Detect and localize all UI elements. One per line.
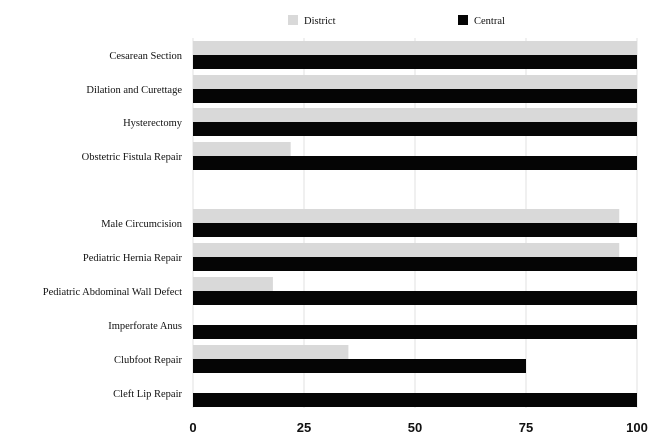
- x-tick-labels: 0 25 50 75 100: [189, 420, 647, 435]
- category-label: Obstetric Fistula Repair: [82, 152, 183, 163]
- x-tick-label: 0: [189, 420, 196, 435]
- bar-central: [193, 393, 637, 407]
- bar-central: [193, 89, 637, 103]
- x-tick-label: 75: [519, 420, 533, 435]
- category-label: Hysterectomy: [123, 118, 183, 129]
- category-label: Pediatric Abdominal Wall Defect: [43, 287, 182, 298]
- legend: District Central: [288, 15, 505, 27]
- category-label: Pediatric Hernia Repair: [83, 253, 183, 264]
- bar-district: [193, 345, 349, 359]
- category-label: Male Circumcision: [101, 219, 183, 230]
- bar-central: [193, 55, 637, 69]
- bar-central: [193, 257, 637, 271]
- bar-district: [193, 243, 620, 257]
- bar-district: [193, 209, 620, 223]
- x-tick-label: 25: [297, 420, 311, 435]
- legend-swatch: [288, 15, 298, 25]
- category-label: Cesarean Section: [109, 51, 182, 62]
- bar-central: [193, 325, 637, 339]
- category-labels: Cesarean Section Dilation and Curettage Hy…: [43, 51, 183, 400]
- bar-central: [193, 223, 637, 237]
- category-label: Imperforate Anus: [108, 321, 182, 332]
- category-label: Dilation and Curettage: [86, 85, 182, 96]
- bar-central: [193, 156, 637, 170]
- bar-district: [193, 142, 291, 156]
- bar-district: [193, 75, 637, 89]
- x-tick-label: 100: [626, 420, 648, 435]
- bar-central: [193, 122, 637, 136]
- bar-central: [193, 291, 637, 305]
- legend-label: District: [304, 16, 336, 27]
- bar-district: [193, 108, 637, 122]
- bar-group: [193, 41, 637, 407]
- x-tick-label: 50: [408, 420, 422, 435]
- legend-label: Central: [474, 16, 505, 27]
- bar-central: [193, 359, 526, 373]
- bar-district: [193, 277, 273, 291]
- legend-swatch: [458, 15, 468, 25]
- category-label: Cleft Lip Repair: [113, 389, 182, 400]
- category-label: Clubfoot Repair: [114, 355, 182, 366]
- bar-district: [193, 41, 637, 55]
